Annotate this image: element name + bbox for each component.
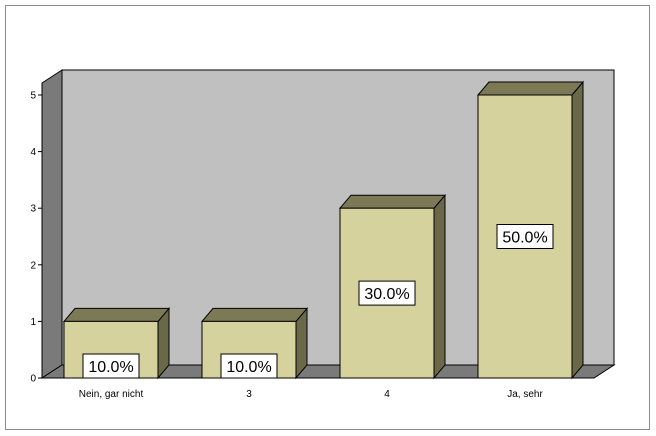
bars-group: 10.0% 10.0% 30.0% 50.0% bbox=[62, 80, 585, 380]
bar-group: 10.0% bbox=[200, 307, 309, 380]
data-label: 30.0% bbox=[364, 286, 409, 303]
bar-group: 10.0% bbox=[62, 307, 171, 380]
y-tick-label: 4 bbox=[30, 147, 36, 158]
bar-top bbox=[476, 81, 585, 96]
data-label: 10.0% bbox=[226, 359, 271, 376]
data-label-box bbox=[220, 353, 278, 379]
data-label-box bbox=[358, 280, 416, 306]
data-label-box bbox=[82, 353, 140, 379]
x-axis-labels: Nein, gar nicht 3 4 Ja, sehr bbox=[79, 389, 544, 400]
data-label-box bbox=[496, 224, 554, 249]
data-label: 50.0% bbox=[502, 230, 547, 247]
y-tick-label: 2 bbox=[30, 260, 36, 271]
bar-top bbox=[338, 194, 447, 209]
y-tick-label: 5 bbox=[30, 91, 36, 102]
x-tick-label: Ja, sehr bbox=[507, 389, 543, 400]
bar-top bbox=[62, 307, 171, 322]
x-tick-label: 3 bbox=[246, 389, 252, 400]
data-label: 10.0% bbox=[88, 359, 133, 376]
bar-top bbox=[200, 307, 309, 322]
bar-side bbox=[571, 80, 584, 380]
bar-group: 30.0% bbox=[338, 193, 447, 380]
y-axis: 0 1 2 3 4 5 bbox=[30, 83, 43, 385]
y-tick-label: 1 bbox=[30, 317, 36, 328]
y-tick-label: 3 bbox=[30, 204, 36, 215]
bar-group: 50.0% bbox=[476, 80, 585, 380]
x-tick-label: Nein, gar nicht bbox=[79, 389, 144, 400]
x-tick-label: 4 bbox=[384, 389, 390, 400]
chart-left-wall bbox=[41, 69, 63, 379]
y-tick-label: 0 bbox=[30, 374, 36, 385]
bar-side bbox=[433, 193, 446, 380]
